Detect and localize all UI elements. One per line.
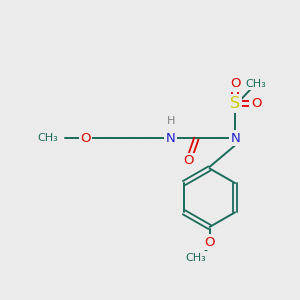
Text: CH₃: CH₃	[246, 79, 266, 89]
Text: CH₃: CH₃	[185, 253, 206, 263]
Text: N: N	[166, 132, 176, 145]
Text: S: S	[230, 96, 240, 111]
Text: O: O	[251, 97, 261, 110]
Text: CH₃: CH₃	[37, 134, 58, 143]
Text: O: O	[80, 132, 91, 145]
Text: O: O	[204, 236, 215, 249]
Text: N: N	[230, 132, 240, 145]
Text: O: O	[230, 77, 240, 90]
Text: O: O	[183, 154, 194, 167]
Text: H: H	[167, 116, 175, 127]
